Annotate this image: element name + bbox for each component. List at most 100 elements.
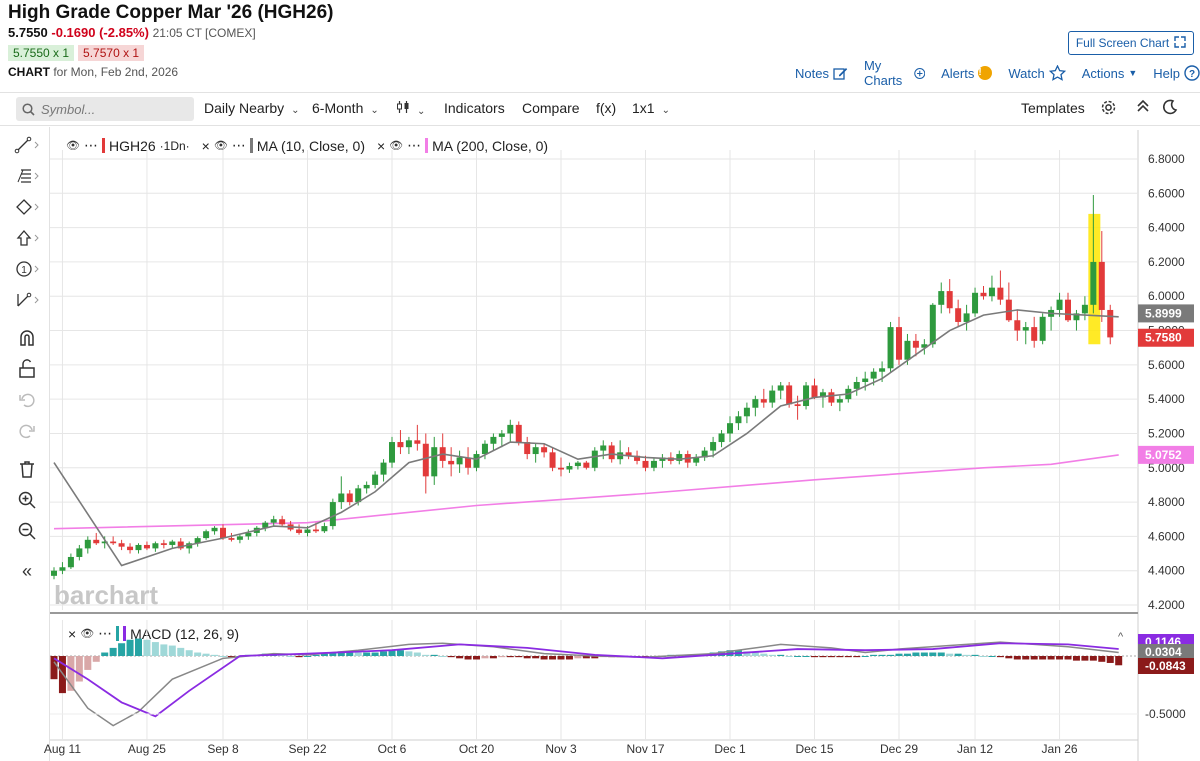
candle-body [819,392,826,398]
candle-body [405,440,412,448]
templates-button[interactable]: Templates [1021,100,1085,116]
candle-body [1056,299,1063,310]
candle [51,567,57,580]
my-charts-link[interactable]: My Charts [864,58,925,88]
candle-body [811,385,818,398]
macd-hist-bar [354,652,362,656]
symbol-search-input[interactable]: Symbol... [16,97,194,121]
indicators-button[interactable]: Indicators [444,100,505,116]
undo-button[interactable] [14,390,40,412]
macd-hist-bar [473,656,480,660]
eye-icon[interactable]: 👁 [80,628,95,640]
interval-dropdown[interactable]: Daily Nearby ⌄ [204,100,300,116]
layout-dropdown[interactable]: 1x1 ⌄ [632,100,670,116]
macd-hist-bar [996,656,1004,658]
full-screen-chart-button[interactable]: Full Screen Chart [1068,31,1194,55]
chevron-down-icon: ⌄ [370,105,379,116]
collapse-button[interactable] [1136,98,1150,117]
candle [803,382,810,410]
candle [346,490,353,506]
candle [760,388,767,408]
settings-button[interactable] [1100,99,1117,119]
price-tick-label: 6.4000 [1148,221,1185,235]
measure-tool[interactable] [14,291,40,313]
candle [160,539,167,549]
candle-body [650,460,657,468]
redo-button[interactable] [14,421,40,443]
price-tick-label: 4.4000 [1148,564,1185,578]
notes-link[interactable]: Notes [795,66,848,81]
chevron-down-icon: ⌄ [291,105,300,116]
close-icon[interactable]: × [201,137,210,154]
actions-menu[interactable]: Actions ▼ [1082,66,1138,81]
candle-body [211,527,218,532]
candle-body [312,529,319,532]
candle [152,541,159,552]
annotation-tool[interactable]: 1 [14,260,40,282]
magnet-tool[interactable] [14,328,40,350]
macd-hist-bar [506,656,514,658]
price-tick-label: 4.6000 [1148,529,1185,543]
candle-body [338,493,345,503]
compare-button[interactable]: Compare [522,100,580,116]
candle-body [752,399,759,408]
macd-hist-bar [819,656,827,658]
candle [743,402,750,424]
time-tick-label: Aug 25 [128,742,166,756]
more-icon[interactable]: ⋯ [98,625,113,641]
macd-line [53,641,1119,727]
notes-label: Notes [795,65,829,81]
fib-tool[interactable] [14,167,40,189]
eye-icon[interactable]: 👁 [389,140,404,152]
collapse-sidebar-button[interactable]: « [14,560,40,582]
candle [1039,313,1046,345]
help-link[interactable]: Help ? [1153,65,1200,81]
candle [701,447,708,461]
range-dropdown[interactable]: 6-Month ⌄ [312,100,379,116]
alerts-link[interactable]: Alerts ! [941,66,993,81]
lock-tool[interactable] [14,359,40,381]
close-icon[interactable]: × [376,137,386,154]
candle-body [743,407,750,417]
macd-hist-bar [337,651,345,656]
zoom-in-button[interactable] [14,490,40,512]
candle [228,532,235,542]
more-icon[interactable]: ⋯ [231,137,246,153]
more-icon[interactable]: ⋯ [83,137,98,153]
chart-type-dropdown[interactable]: ⌄ [396,100,425,117]
more-icon[interactable]: ⋯ [407,137,422,153]
header-links: Notes My Charts Alerts ! Watch Actions ▼… [795,58,1200,88]
candle-body [110,541,117,544]
shape-tool[interactable] [14,198,40,220]
candle [811,378,818,400]
magnet-icon [20,330,34,346]
watch-link[interactable]: Watch [1008,65,1066,81]
arrow-tool[interactable] [14,229,40,251]
dark-mode-button[interactable] [1162,99,1178,118]
candle-body [93,539,100,544]
candle-body [972,292,979,314]
trendline-tool[interactable] [14,136,40,158]
macd-label: 0.0304 [1145,645,1182,659]
macd-hist-bar [422,654,430,656]
delete-button[interactable] [14,459,40,481]
macd-hist-bar [84,656,92,670]
macd-hist-bar [168,645,176,656]
macd-hist-bar [456,656,464,659]
zoom-out-button[interactable] [14,521,40,543]
candle [727,416,733,443]
help-label: Help [1153,65,1180,81]
candle-body [363,484,370,489]
fx-button[interactable]: f(x) [596,100,617,116]
candle-body [524,442,531,455]
close-icon[interactable]: × [68,625,77,642]
candle-body [296,529,303,533]
macd-hist-bar [844,656,852,658]
eye-icon[interactable]: 👁 [213,140,228,152]
macd-hist-bar [565,656,573,660]
candle-body [625,452,632,456]
candle [177,538,184,551]
macd-hist-bar [67,656,75,691]
eye-icon[interactable]: 👁 [66,140,80,152]
